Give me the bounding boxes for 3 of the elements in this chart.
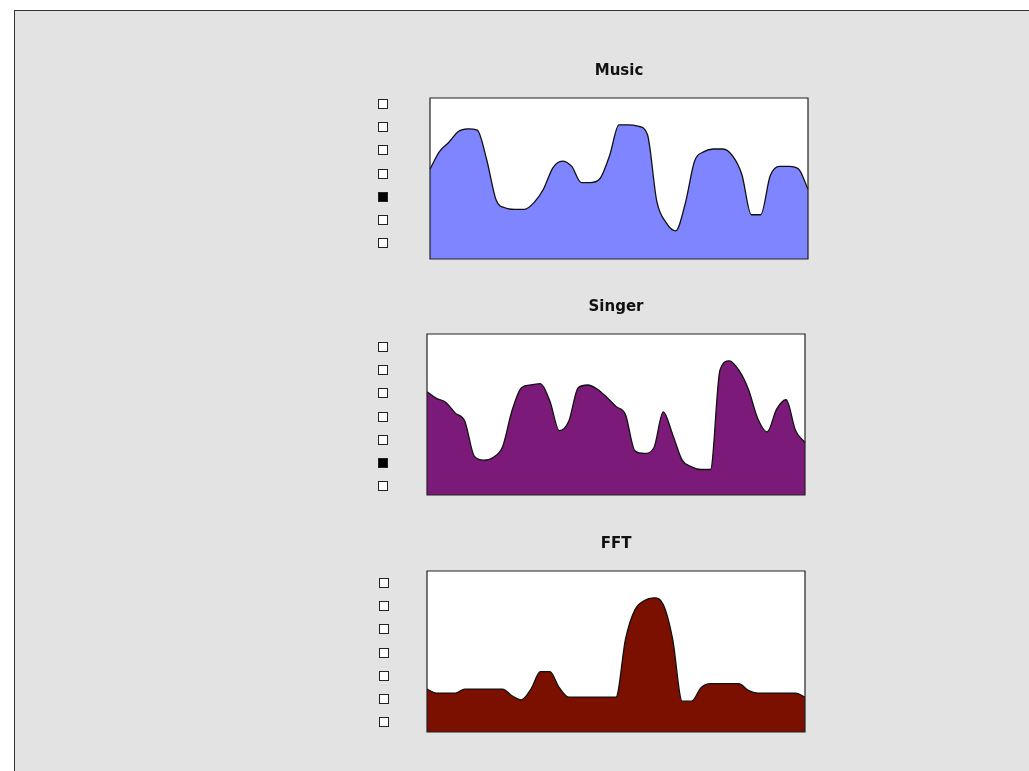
chart-title: Singer [588,296,645,315]
chart-title: Music [594,60,644,79]
chart-title: FFT [600,533,633,552]
